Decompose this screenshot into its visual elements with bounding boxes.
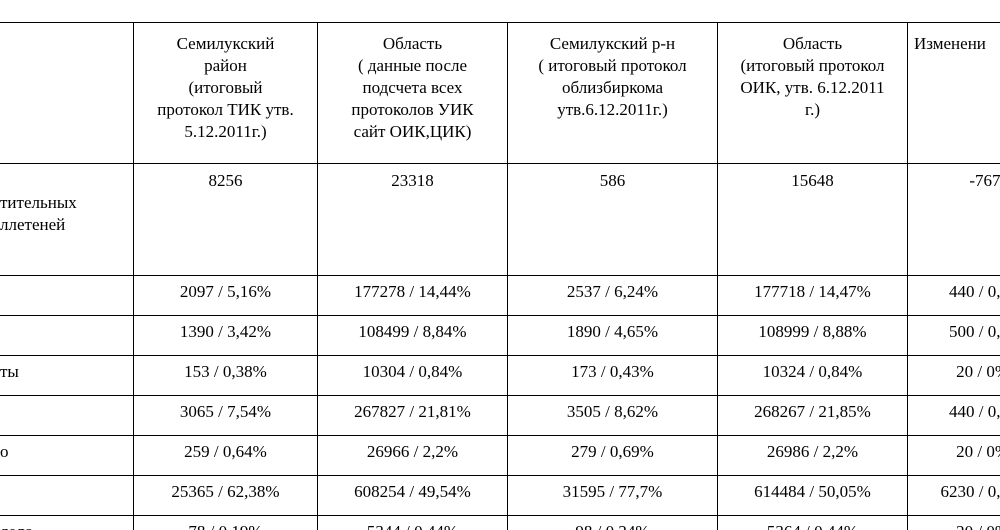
cell-line: Область xyxy=(782,34,843,53)
cell: 10324 / 0,84% xyxy=(717,355,908,396)
cell: 78 / 0,19% xyxy=(133,515,318,530)
cell-line: подсчета всех xyxy=(362,78,463,97)
header-cell: Семилукский район (итоговый протокол ТИК ут… xyxy=(133,22,318,164)
cell: 614484 / 50,05% xyxy=(717,475,908,516)
table-body: Семилукский район (итоговый протокол ТИК ут… xyxy=(0,22,1000,530)
row-label xyxy=(0,475,134,516)
cell: 23318 xyxy=(317,163,508,276)
cell-line: ( итоговый протокол xyxy=(538,56,687,75)
cell: 153 / 0,38% xyxy=(133,355,318,396)
cell: 267827 / 21,81% xyxy=(317,395,508,436)
header-cell: Изменени xyxy=(907,22,1000,164)
results-table: Семилукский район (итоговый протокол ТИК ут… xyxy=(0,22,1000,530)
header-cell: Область (итоговый протокол ОИК, утв. 6.12.… xyxy=(717,22,908,164)
cell-line: ОИК, утв. 6.12.2011 xyxy=(740,78,885,97)
cell-line: ты xyxy=(0,362,19,381)
cell-line: протоколов УИК xyxy=(351,100,474,119)
cell-line: тительных xyxy=(0,193,77,212)
cell-line: утв.6.12.2011г.) xyxy=(557,100,668,119)
cell: 3065 / 7,54% xyxy=(133,395,318,436)
cell-line: облизбиркома xyxy=(561,78,664,97)
cell: 177718 / 14,47% xyxy=(717,275,908,316)
cell: 173 / 0,43% xyxy=(507,355,718,396)
cell-line: (итоговый протокол xyxy=(740,56,885,75)
table-row: ты 153 / 0,38% 10304 / 0,84% 173 / 0,43% 103… xyxy=(0,355,1000,396)
cell: 440 / 0,0 xyxy=(907,275,1000,316)
cell: 608254 / 49,54% xyxy=(317,475,508,516)
cell-line: о xyxy=(0,442,9,461)
cell: 2537 / 6,24% xyxy=(507,275,718,316)
cell: 20 / 0% xyxy=(907,435,1000,476)
cell: 15648 xyxy=(717,163,908,276)
cell: 8256 xyxy=(133,163,318,276)
table-row: 3065 / 7,54% 267827 / 21,81% 3505 / 8,62% 2… xyxy=(0,395,1000,436)
cell: 5344 / 0,44% xyxy=(317,515,508,530)
row-label: дело xyxy=(0,515,134,530)
cell: 177278 / 14,44% xyxy=(317,275,508,316)
cell-line: Семилукский xyxy=(176,34,275,53)
cell-line: (итоговый xyxy=(188,78,263,97)
cell: 25365 / 62,38% xyxy=(133,475,318,516)
cell: 26986 / 2,2% xyxy=(717,435,908,476)
cell-line: сайт ОИК,ЦИК) xyxy=(353,122,472,141)
header-cell xyxy=(0,22,134,164)
table-row: 1390 / 3,42% 108499 / 8,84% 1890 / 4,65% 10… xyxy=(0,315,1000,356)
row-label xyxy=(0,275,134,316)
cell-line: Область xyxy=(382,34,443,53)
table-row: о 259 / 0,64% 26966 / 2,2% 279 / 0,69% 26986… xyxy=(0,435,1000,476)
cell: 31595 / 77,7% xyxy=(507,475,718,516)
row-label xyxy=(0,315,134,356)
cell: 268267 / 21,85% xyxy=(717,395,908,436)
cell: 2097 / 5,16% xyxy=(133,275,318,316)
header-row: Семилукский район (итоговый протокол ТИК ут… xyxy=(0,22,1000,164)
cell-line: протокол ТИК утв. xyxy=(157,100,294,119)
row-label: тительных ллетеней xyxy=(0,163,134,276)
cell: -7670 xyxy=(907,163,1000,276)
cell: 108499 / 8,84% xyxy=(317,315,508,356)
cell: 20 / 0% xyxy=(907,355,1000,396)
cell-line: ллетеней xyxy=(0,215,66,234)
table-row: 25365 / 62,38% 608254 / 49,54% 31595 / 77,… xyxy=(0,475,1000,516)
cell: 259 / 0,64% xyxy=(133,435,318,476)
cell: 10304 / 0,84% xyxy=(317,355,508,396)
cell-line: Изменени xyxy=(914,34,986,53)
cell: 1390 / 3,42% xyxy=(133,315,318,356)
row-label: о xyxy=(0,435,134,476)
row-label xyxy=(0,395,134,436)
cell-line: 5.12.2011г.) xyxy=(184,122,267,141)
cell-line: ( данные после xyxy=(357,56,468,75)
header-cell: Семилукский р-н ( итоговый протокол облизб… xyxy=(507,22,718,164)
cell: 1890 / 4,65% xyxy=(507,315,718,356)
cell-line: г.) xyxy=(805,100,820,119)
cell: 98 / 0,24% xyxy=(507,515,718,530)
cell-line: дело xyxy=(1,521,133,530)
cell: 20 / 0% xyxy=(907,515,1000,530)
cell: 500 / 0,0 xyxy=(907,315,1000,356)
table-row: дело78 / 0,19%5344 / 0,44%98 / 0,24%5364… xyxy=(0,515,1000,530)
header-cell: Область ( данные после подсчета всех проток… xyxy=(317,22,508,164)
cell: 108999 / 8,88% xyxy=(717,315,908,356)
cell: 3505 / 8,62% xyxy=(507,395,718,436)
table-row: 2097 / 5,16% 177278 / 14,44% 2537 / 6,24% 1… xyxy=(0,275,1000,316)
cell-line: район xyxy=(204,56,247,75)
cell: 279 / 0,69% xyxy=(507,435,718,476)
cell: 586 xyxy=(507,163,718,276)
row-label: ты xyxy=(0,355,134,396)
cell: 26966 / 2,2% xyxy=(317,435,508,476)
cell-line: Семилукский р-н xyxy=(549,34,676,53)
cell: 6230 / 0,5 xyxy=(907,475,1000,516)
cell: 440 / 0,0 xyxy=(907,395,1000,436)
cell: 5364 / 0,44% xyxy=(717,515,908,530)
